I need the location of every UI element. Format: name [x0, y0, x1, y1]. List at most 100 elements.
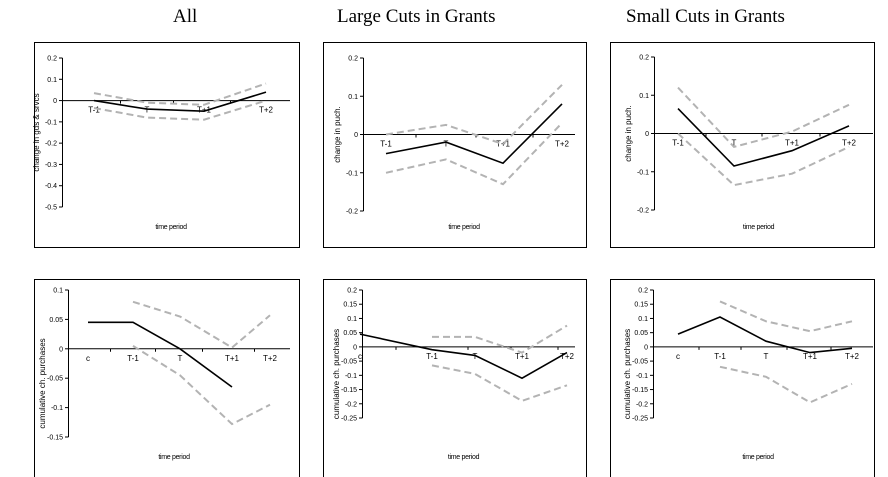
y-tick-label: -0.4	[45, 183, 57, 190]
y-axis-label: change in puch.	[624, 105, 633, 162]
y-tick-label: 0.15	[343, 302, 357, 309]
confidence-band-line	[385, 84, 563, 146]
chart-panel-1: 0.2 0.1 0 -0.1 -0.2 -0.3 -0.4 -0.5 T-1 T T+1 T+2 cha…	[32, 42, 300, 248]
y-tick-label: 0.2	[347, 288, 357, 295]
confidence-band-line	[132, 300, 271, 349]
x-tick-label: T-1	[380, 140, 392, 149]
y-tick-label: -0.1	[51, 405, 63, 412]
y-tick-label: -0.25	[632, 416, 648, 423]
chart-panel-6: 0.2 0.15 0.1 0.05 0 -0.05 -0.1 -0.15 -0.2 -0.25 c T…	[610, 279, 875, 477]
confidence-band-line	[431, 364, 568, 402]
y-tick-label: 0.1	[639, 93, 649, 100]
y-tick-label: 0	[644, 344, 648, 351]
confidence-band-line	[93, 82, 267, 106]
confidence-band-line	[432, 324, 568, 354]
x-tick-label: T	[444, 140, 449, 149]
x-tick-label: T	[732, 139, 737, 148]
column-title-all: All	[173, 6, 198, 27]
y-tick-label: -0.5	[45, 205, 57, 212]
x-tick-label: c	[86, 354, 90, 363]
panel-frame	[34, 279, 300, 477]
y-tick-label: -0.05	[632, 359, 648, 366]
y-tick-label: -0.05	[47, 376, 63, 383]
y-tick-label: 0.2	[47, 56, 57, 63]
y-tick-label: 0.05	[49, 317, 63, 324]
mean-line	[88, 321, 233, 388]
y-tick-label: 0	[354, 132, 358, 139]
x-axis-label: time period	[448, 224, 480, 231]
confidence-band-line	[677, 132, 850, 187]
x-axis-label: time period	[158, 454, 190, 461]
x-tick-label: T-1	[714, 352, 726, 361]
x-tick-label: T	[764, 352, 769, 361]
y-tick-label: 0.1	[347, 316, 357, 323]
x-tick-label: T+1	[515, 352, 530, 361]
y-tick-label: -0.1	[345, 373, 357, 380]
y-tick-label: -0.2	[637, 208, 649, 215]
y-tick-label: -0.2	[45, 141, 57, 148]
y-tick-label: 0.1	[47, 77, 57, 84]
mean-line	[385, 103, 563, 165]
x-tick-label: c	[358, 352, 362, 361]
y-tick-label: -0.25	[341, 416, 357, 423]
x-tick-label: T-1	[672, 139, 684, 148]
mean-line	[677, 316, 853, 354]
x-axis-label: time period	[155, 224, 187, 231]
y-tick-label: 0	[645, 131, 649, 138]
y-tick-label: -0.2	[346, 209, 358, 216]
y-tick-label: -0.05	[341, 359, 357, 366]
x-tick-label: T	[473, 352, 478, 361]
x-tick-label: T+1	[785, 139, 800, 148]
y-axis-label: cumulative ch. purchases	[623, 329, 632, 419]
x-axis-label: time period	[743, 224, 775, 231]
x-tick-label: T-1	[127, 354, 139, 363]
y-tick-label: 0.2	[348, 56, 358, 63]
x-tick-label: T+2	[845, 352, 860, 361]
y-tick-label: -0.15	[341, 387, 357, 394]
confidence-band-line	[93, 99, 267, 121]
x-tick-label: T	[145, 106, 150, 115]
x-tick-label: T-1	[88, 106, 100, 115]
y-tick-label: 0.1	[53, 288, 63, 295]
y-tick-label: -0.15	[47, 435, 63, 442]
y-axis-label: change in gds & srvcs	[32, 93, 41, 171]
confidence-band-line	[385, 122, 563, 186]
x-tick-label: T+2	[263, 354, 278, 363]
y-tick-label: -0.2	[345, 401, 357, 408]
confidence-band-line	[677, 86, 850, 149]
x-axis-label: time period	[742, 454, 774, 461]
x-tick-label: T+1	[225, 354, 240, 363]
chart-panel-4: 0.1 0.05 0 -0.05 -0.1 -0.15 c T-1 T T+1 T+2 cumulat…	[34, 279, 300, 477]
y-tick-label: -0.1	[637, 169, 649, 176]
x-tick-label: c	[676, 352, 680, 361]
y-tick-label: -0.3	[45, 162, 57, 169]
y-tick-label: -0.1	[346, 170, 358, 177]
x-tick-label: T+2	[555, 140, 570, 149]
x-tick-label: T+2	[842, 139, 857, 148]
column-title-large-cuts: Large Cuts in Grants	[337, 6, 496, 27]
y-tick-label: 0.2	[638, 288, 648, 295]
x-tick-label: T-1	[426, 352, 438, 361]
mean-line	[359, 333, 568, 380]
y-tick-label: 0.1	[638, 316, 648, 323]
x-tick-label: T+1	[803, 352, 818, 361]
y-axis-label: cumulative ch. purchases	[332, 329, 341, 419]
confidence-band-line	[719, 365, 853, 404]
confidence-band-line	[719, 300, 853, 333]
x-tick-label: T+1	[197, 106, 212, 115]
y-tick-label: 0	[353, 344, 357, 351]
confidence-band-line	[132, 345, 271, 426]
column-title-small-cuts: Small Cuts in Grants	[626, 6, 785, 27]
x-tick-label: T+2	[560, 352, 575, 361]
chart-panel-5: 0.2 0.15 0.1 0.05 0 -0.05 -0.1 -0.15 -0.2 -0.25 c T…	[323, 279, 587, 477]
y-tick-label: 0	[59, 346, 63, 353]
y-tick-label: -0.15	[632, 387, 648, 394]
y-tick-label: 0.2	[639, 55, 649, 62]
x-tick-label: T+2	[259, 106, 274, 115]
y-tick-label: -0.1	[636, 373, 648, 380]
chart-panel-3: 0.2 0.1 0 -0.1 -0.2 T-1 T T+1 T+2 change in puch.…	[610, 42, 875, 248]
mean-line	[93, 91, 267, 113]
x-tick-label: T	[178, 354, 183, 363]
